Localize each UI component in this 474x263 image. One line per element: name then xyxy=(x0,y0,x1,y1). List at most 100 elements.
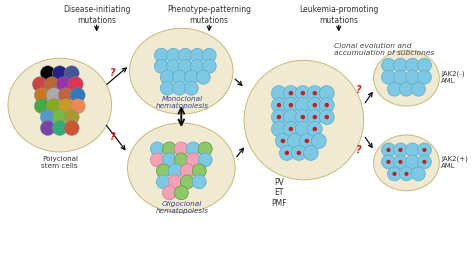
Circle shape xyxy=(173,70,186,84)
Circle shape xyxy=(398,148,402,152)
Circle shape xyxy=(404,172,409,176)
Circle shape xyxy=(45,77,59,92)
Circle shape xyxy=(319,98,334,113)
Circle shape xyxy=(70,88,85,103)
Circle shape xyxy=(186,153,200,167)
Ellipse shape xyxy=(374,50,439,106)
Text: ?: ? xyxy=(356,85,362,95)
Circle shape xyxy=(303,145,318,160)
Circle shape xyxy=(283,110,298,124)
Circle shape xyxy=(32,77,47,92)
Circle shape xyxy=(166,59,180,73)
Circle shape xyxy=(418,58,431,72)
Circle shape xyxy=(202,48,216,62)
Circle shape xyxy=(295,110,310,124)
Circle shape xyxy=(52,110,67,124)
Circle shape xyxy=(190,48,204,62)
Circle shape xyxy=(35,88,49,103)
Circle shape xyxy=(301,115,305,119)
Circle shape xyxy=(184,70,198,84)
Ellipse shape xyxy=(8,58,111,152)
Circle shape xyxy=(40,120,55,135)
Circle shape xyxy=(393,70,408,84)
Circle shape xyxy=(174,153,188,167)
Circle shape xyxy=(192,175,206,189)
Circle shape xyxy=(160,70,174,84)
Circle shape xyxy=(319,86,334,101)
Circle shape xyxy=(277,103,281,107)
Circle shape xyxy=(46,99,61,114)
Circle shape xyxy=(295,122,310,136)
Circle shape xyxy=(168,175,182,189)
Circle shape xyxy=(275,134,291,148)
Circle shape xyxy=(307,98,322,113)
Circle shape xyxy=(382,155,395,169)
Circle shape xyxy=(307,110,322,124)
Circle shape xyxy=(292,145,306,160)
Circle shape xyxy=(46,88,61,103)
Circle shape xyxy=(312,115,317,119)
Circle shape xyxy=(198,142,212,156)
Circle shape xyxy=(156,175,170,189)
Circle shape xyxy=(405,143,419,157)
Circle shape xyxy=(196,70,210,84)
Text: Clonal evolution and
accumulation of subclones: Clonal evolution and accumulation of sub… xyxy=(334,43,434,56)
Circle shape xyxy=(386,148,391,152)
Text: Monoclonal
hematopoiesis: Monoclonal hematopoiesis xyxy=(156,96,209,109)
Circle shape xyxy=(155,48,168,62)
Circle shape xyxy=(52,66,67,81)
Circle shape xyxy=(287,134,302,148)
Circle shape xyxy=(400,82,413,96)
Circle shape xyxy=(312,127,317,131)
Circle shape xyxy=(163,186,176,200)
Circle shape xyxy=(173,81,186,95)
Text: Phenotype-patterning
mutations: Phenotype-patterning mutations xyxy=(167,6,251,25)
Text: JAK2(-)
AML: JAK2(-) AML xyxy=(441,70,465,84)
Circle shape xyxy=(178,48,192,62)
Circle shape xyxy=(58,99,73,114)
Circle shape xyxy=(393,155,408,169)
Circle shape xyxy=(289,91,293,95)
Circle shape xyxy=(163,142,176,156)
Circle shape xyxy=(422,148,427,152)
Circle shape xyxy=(301,91,305,95)
Circle shape xyxy=(64,110,79,124)
Circle shape xyxy=(198,153,212,167)
Circle shape xyxy=(163,153,176,167)
Circle shape xyxy=(272,110,286,124)
Circle shape xyxy=(166,48,180,62)
Circle shape xyxy=(283,122,298,136)
Circle shape xyxy=(186,142,200,156)
Circle shape xyxy=(388,82,401,96)
Ellipse shape xyxy=(374,135,439,191)
Circle shape xyxy=(305,139,309,143)
Circle shape xyxy=(311,134,326,148)
Text: Disease-initiating
mutations: Disease-initiating mutations xyxy=(63,6,130,25)
Circle shape xyxy=(392,172,397,176)
Circle shape xyxy=(393,143,408,157)
Circle shape xyxy=(283,86,298,101)
Circle shape xyxy=(155,59,168,73)
Circle shape xyxy=(411,82,425,96)
Circle shape xyxy=(40,110,55,124)
Circle shape xyxy=(277,115,281,119)
Circle shape xyxy=(400,167,413,181)
Circle shape xyxy=(405,70,419,84)
Circle shape xyxy=(180,175,194,189)
Circle shape xyxy=(35,99,49,114)
Circle shape xyxy=(386,160,391,164)
Circle shape xyxy=(289,127,293,131)
Circle shape xyxy=(325,103,329,107)
Ellipse shape xyxy=(244,60,364,180)
Text: ?: ? xyxy=(356,145,362,155)
Circle shape xyxy=(174,186,188,200)
Text: Oligoclonal
hematopoiesis: Oligoclonal hematopoiesis xyxy=(156,201,209,214)
Circle shape xyxy=(307,122,322,136)
Circle shape xyxy=(150,153,164,167)
Circle shape xyxy=(398,160,402,164)
Circle shape xyxy=(64,66,79,81)
Text: Polyclonal
stem cells: Polyclonal stem cells xyxy=(41,156,78,169)
Text: ?: ? xyxy=(110,68,115,78)
Circle shape xyxy=(58,88,73,103)
Circle shape xyxy=(68,77,83,92)
